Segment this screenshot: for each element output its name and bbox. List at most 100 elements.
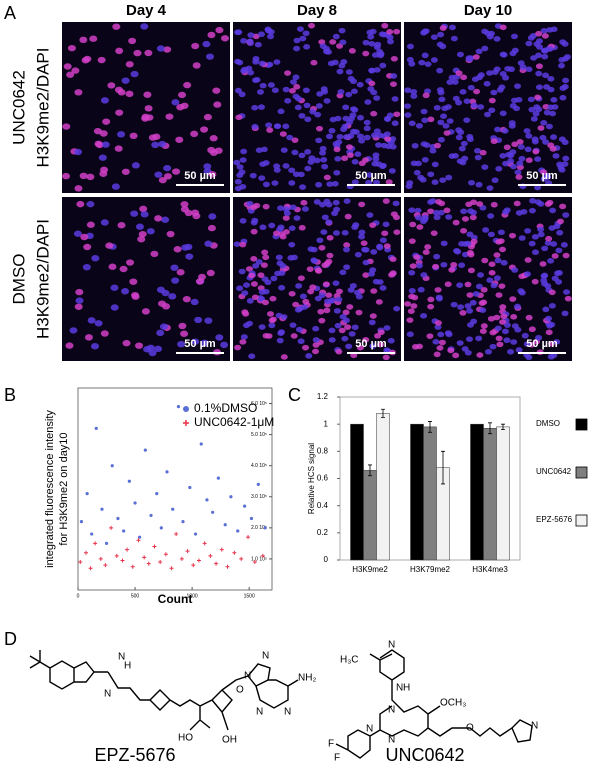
nucleus bbox=[258, 324, 266, 330]
nucleus bbox=[388, 272, 396, 278]
nucleus bbox=[125, 61, 134, 68]
row-label: DMSO bbox=[9, 254, 28, 305]
nucleus bbox=[408, 120, 416, 127]
nucleus bbox=[525, 157, 533, 163]
nucleus bbox=[556, 161, 564, 168]
nucleus bbox=[318, 317, 326, 324]
nucleus bbox=[531, 138, 539, 145]
bar bbox=[483, 427, 497, 561]
nucleus bbox=[241, 290, 249, 296]
nucleus bbox=[489, 329, 497, 336]
nucleus bbox=[356, 133, 364, 140]
nucleus bbox=[562, 252, 570, 259]
atom-label: N bbox=[118, 652, 125, 663]
nucleus bbox=[192, 212, 201, 220]
nucleus bbox=[373, 179, 381, 186]
nucleus bbox=[373, 44, 381, 51]
nucleus bbox=[488, 97, 496, 104]
nucleus bbox=[110, 304, 119, 311]
nucleus bbox=[445, 331, 453, 338]
nucleus bbox=[515, 96, 523, 103]
legend-swatch bbox=[575, 514, 588, 527]
nucleus bbox=[257, 104, 265, 110]
nucleus bbox=[445, 174, 453, 181]
nucleus bbox=[140, 211, 149, 218]
nucleus bbox=[100, 97, 109, 104]
nucleus bbox=[427, 303, 435, 310]
nucleus bbox=[432, 209, 440, 216]
nucleus bbox=[295, 95, 303, 102]
nucleus bbox=[346, 119, 354, 126]
nucleus bbox=[358, 137, 366, 144]
nucleus bbox=[563, 289, 571, 295]
nucleus bbox=[443, 207, 451, 214]
nucleus bbox=[561, 161, 569, 167]
nucleus bbox=[358, 233, 366, 240]
nucleus bbox=[475, 48, 483, 55]
nucleus bbox=[551, 253, 559, 259]
nucleus bbox=[448, 153, 456, 159]
error-bar bbox=[428, 421, 432, 433]
nucleus bbox=[159, 323, 168, 330]
nucleus bbox=[326, 252, 334, 259]
nucleus bbox=[320, 229, 328, 235]
nucleus bbox=[562, 155, 570, 162]
nucleus bbox=[121, 288, 130, 295]
nucleus bbox=[548, 289, 556, 296]
nucleus bbox=[243, 282, 251, 288]
point bbox=[79, 520, 84, 524]
nucleus bbox=[367, 86, 375, 92]
nucleus bbox=[466, 308, 474, 314]
point bbox=[83, 550, 88, 555]
point bbox=[191, 563, 196, 568]
nucleus bbox=[438, 339, 446, 346]
nucleus bbox=[296, 306, 304, 312]
nucleus bbox=[521, 332, 529, 339]
nucleus bbox=[507, 348, 515, 355]
panel-label: C bbox=[288, 385, 301, 405]
nucleus bbox=[549, 207, 557, 214]
nucleus bbox=[412, 344, 420, 350]
nucleus bbox=[456, 340, 464, 346]
nucleus bbox=[455, 99, 463, 106]
nucleus bbox=[333, 146, 341, 153]
nucleus bbox=[448, 24, 456, 31]
nucleus bbox=[101, 141, 110, 148]
nucleus bbox=[239, 339, 247, 345]
nucleus bbox=[162, 303, 171, 310]
nucleus bbox=[317, 308, 325, 315]
nucleus bbox=[413, 169, 421, 176]
nucleus bbox=[168, 293, 177, 300]
nucleus bbox=[165, 113, 174, 120]
nucleus bbox=[391, 120, 399, 127]
nucleus bbox=[389, 81, 397, 87]
nucleus bbox=[437, 209, 445, 216]
nucleus bbox=[384, 116, 392, 122]
nucleus bbox=[343, 264, 351, 270]
nucleus bbox=[486, 70, 494, 76]
nucleus bbox=[309, 108, 317, 115]
nucleus bbox=[321, 262, 329, 269]
nucleus bbox=[80, 233, 89, 241]
nucleus bbox=[339, 269, 347, 276]
nucleus bbox=[99, 130, 108, 137]
point bbox=[136, 538, 141, 543]
nucleus bbox=[293, 84, 301, 90]
nucleus bbox=[362, 337, 370, 343]
nucleus bbox=[473, 88, 481, 95]
nucleus bbox=[385, 179, 393, 185]
nucleus bbox=[494, 325, 502, 332]
atom-label: N bbox=[262, 651, 269, 662]
nucleus bbox=[452, 352, 460, 359]
point bbox=[229, 495, 233, 499]
nucleus bbox=[143, 345, 152, 353]
nucleus bbox=[255, 259, 263, 265]
nucleus bbox=[337, 89, 345, 95]
nucleus bbox=[404, 112, 412, 118]
nucleus bbox=[277, 224, 285, 231]
nucleus bbox=[437, 31, 445, 38]
nucleus bbox=[498, 283, 506, 289]
nucleus bbox=[460, 208, 468, 215]
nucleus bbox=[446, 118, 454, 124]
nucleus bbox=[290, 79, 298, 85]
